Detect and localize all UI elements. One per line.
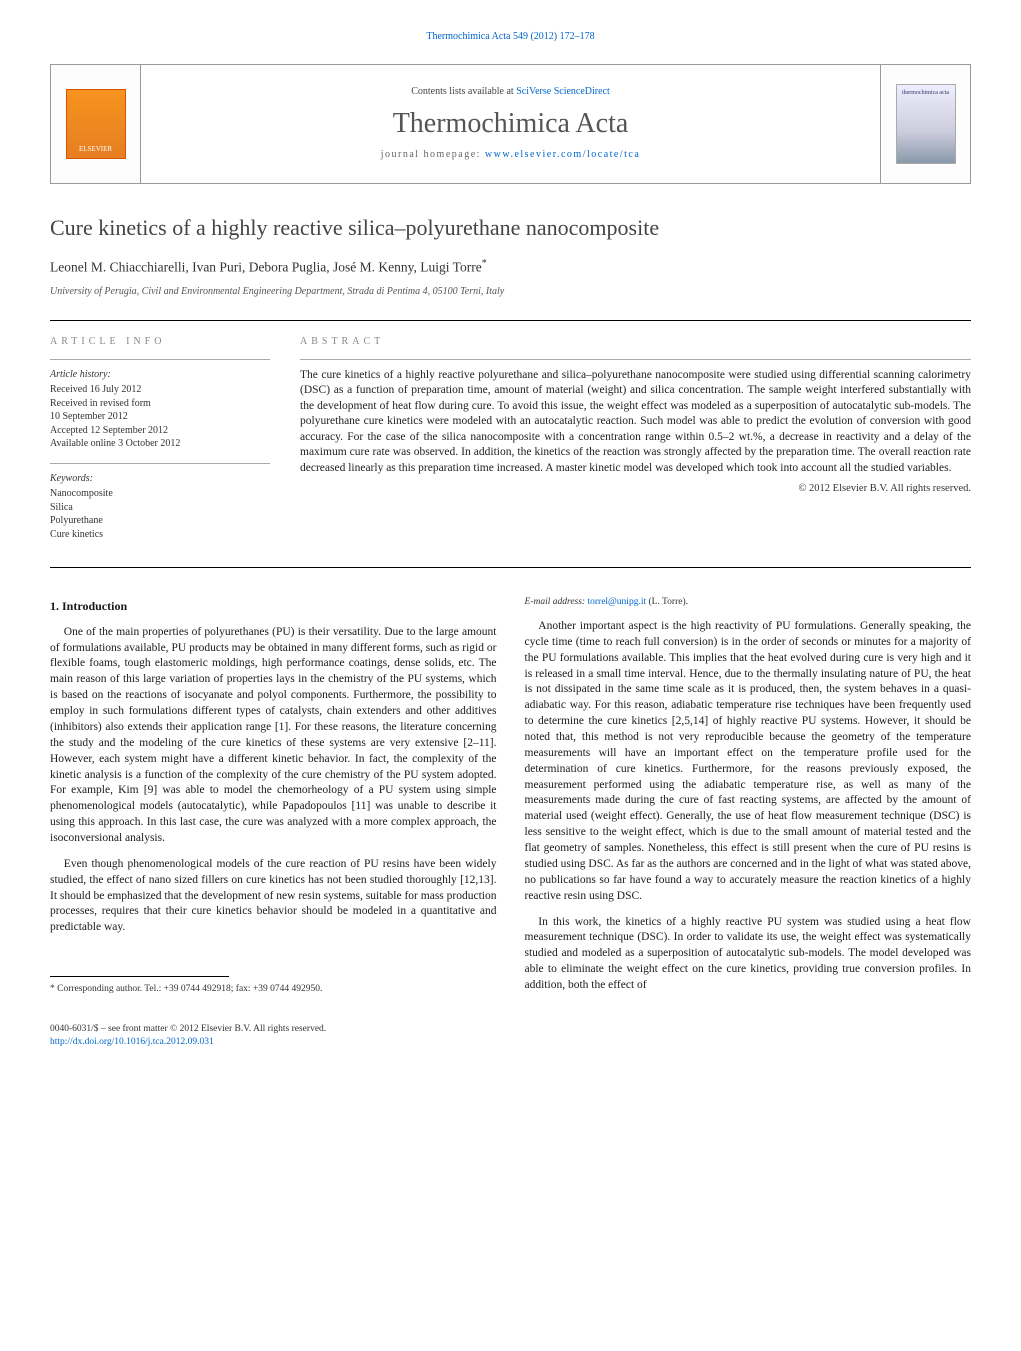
body-p2: Even though phenomenological models of t… <box>50 857 497 936</box>
keyword-2: Polyurethane <box>50 514 270 528</box>
article-history-block: Article history: Received 16 July 2012 R… <box>50 368 270 451</box>
affiliation: University of Perugia, Civil and Environ… <box>50 285 971 299</box>
sciencedirect-link[interactable]: SciVerse ScienceDirect <box>516 86 610 97</box>
footnote-separator <box>50 976 229 977</box>
body-two-column: 1. Introduction One of the main properti… <box>50 596 971 1005</box>
publisher-logo-cell: ELSEVIER <box>51 65 141 183</box>
abstract-rule <box>300 359 971 360</box>
info-rule-1 <box>50 359 270 360</box>
history-line-4: Available online 3 October 2012 <box>50 437 270 451</box>
info-rule-2 <box>50 463 270 464</box>
abstract-column: ABSTRACT The cure kinetics of a highly r… <box>300 335 971 553</box>
bottom-rule <box>50 567 971 568</box>
corresponding-email-link[interactable]: torrel@unipg.it <box>587 597 646 607</box>
masthead-center: Contents lists available at SciVerse Sci… <box>141 65 880 183</box>
authors-line: Leonel M. Chiacchiarelli, Ivan Puri, Deb… <box>50 257 971 277</box>
page-footer: 0040-6031/$ – see front matter © 2012 El… <box>50 1023 971 1049</box>
body-p3: Another important aspect is the high rea… <box>525 619 972 904</box>
body-p1: One of the main properties of polyuretha… <box>50 625 497 847</box>
issn-line: 0040-6031/$ – see front matter © 2012 El… <box>50 1023 971 1036</box>
keywords-block: Keywords: Nanocomposite Silica Polyureth… <box>50 472 270 542</box>
abstract-text: The cure kinetics of a highly reactive p… <box>300 368 971 477</box>
article-title: Cure kinetics of a highly reactive silic… <box>50 214 971 242</box>
abstract-copyright: © 2012 Elsevier B.V. All rights reserved… <box>300 482 971 496</box>
history-line-1: Received in revised form <box>50 397 270 411</box>
journal-cover-thumb: thermochimica acta <box>896 84 956 164</box>
history-line-3: Accepted 12 September 2012 <box>50 424 270 438</box>
homepage-link[interactable]: www.elsevier.com/locate/tca <box>485 149 640 160</box>
authors-names: Leonel M. Chiacchiarelli, Ivan Puri, Deb… <box>50 260 482 275</box>
history-heading: Article history: <box>50 368 270 382</box>
top-rule <box>50 320 971 321</box>
info-abstract-row: ARTICLE INFO Article history: Received 1… <box>50 335 971 553</box>
doi-link[interactable]: http://dx.doi.org/10.1016/j.tca.2012.09.… <box>50 1037 214 1047</box>
history-line-0: Received 16 July 2012 <box>50 383 270 397</box>
body-p4: In this work, the kinetics of a highly r… <box>525 915 972 994</box>
contents-prefix: Contents lists available at <box>411 86 516 97</box>
abstract-label: ABSTRACT <box>300 335 971 349</box>
keywords-heading: Keywords: <box>50 472 270 486</box>
journal-masthead: ELSEVIER Contents lists available at Sci… <box>50 64 971 184</box>
keyword-3: Cure kinetics <box>50 528 270 542</box>
keyword-1: Silica <box>50 501 270 515</box>
cover-thumb-cell: thermochimica acta <box>880 65 970 183</box>
homepage-prefix: journal homepage: <box>381 149 485 160</box>
email-attr: (L. Torre). <box>646 597 688 607</box>
email-footnote: E-mail address: torrel@unipg.it (L. Torr… <box>525 596 972 609</box>
elsevier-logo: ELSEVIER <box>66 89 126 159</box>
contents-line: Contents lists available at SciVerse Sci… <box>411 85 610 99</box>
article-info-label: ARTICLE INFO <box>50 335 270 349</box>
email-label: E-mail address: <box>525 597 588 607</box>
section-1-heading: 1. Introduction <box>50 598 497 615</box>
corresponding-mark: * <box>482 258 487 269</box>
article-info-column: ARTICLE INFO Article history: Received 1… <box>50 335 270 553</box>
cover-label: thermochimica acta <box>902 89 949 97</box>
running-head: Thermochimica Acta 549 (2012) 172–178 <box>50 30 971 44</box>
corresponding-author-footnote: * Corresponding author. Tel.: +39 0744 4… <box>50 983 497 996</box>
history-line-2: 10 September 2012 <box>50 410 270 424</box>
keyword-0: Nanocomposite <box>50 487 270 501</box>
publisher-logo-label: ELSEVIER <box>79 145 112 154</box>
journal-name: Thermochimica Acta <box>393 105 629 143</box>
journal-homepage: journal homepage: www.elsevier.com/locat… <box>381 148 641 162</box>
